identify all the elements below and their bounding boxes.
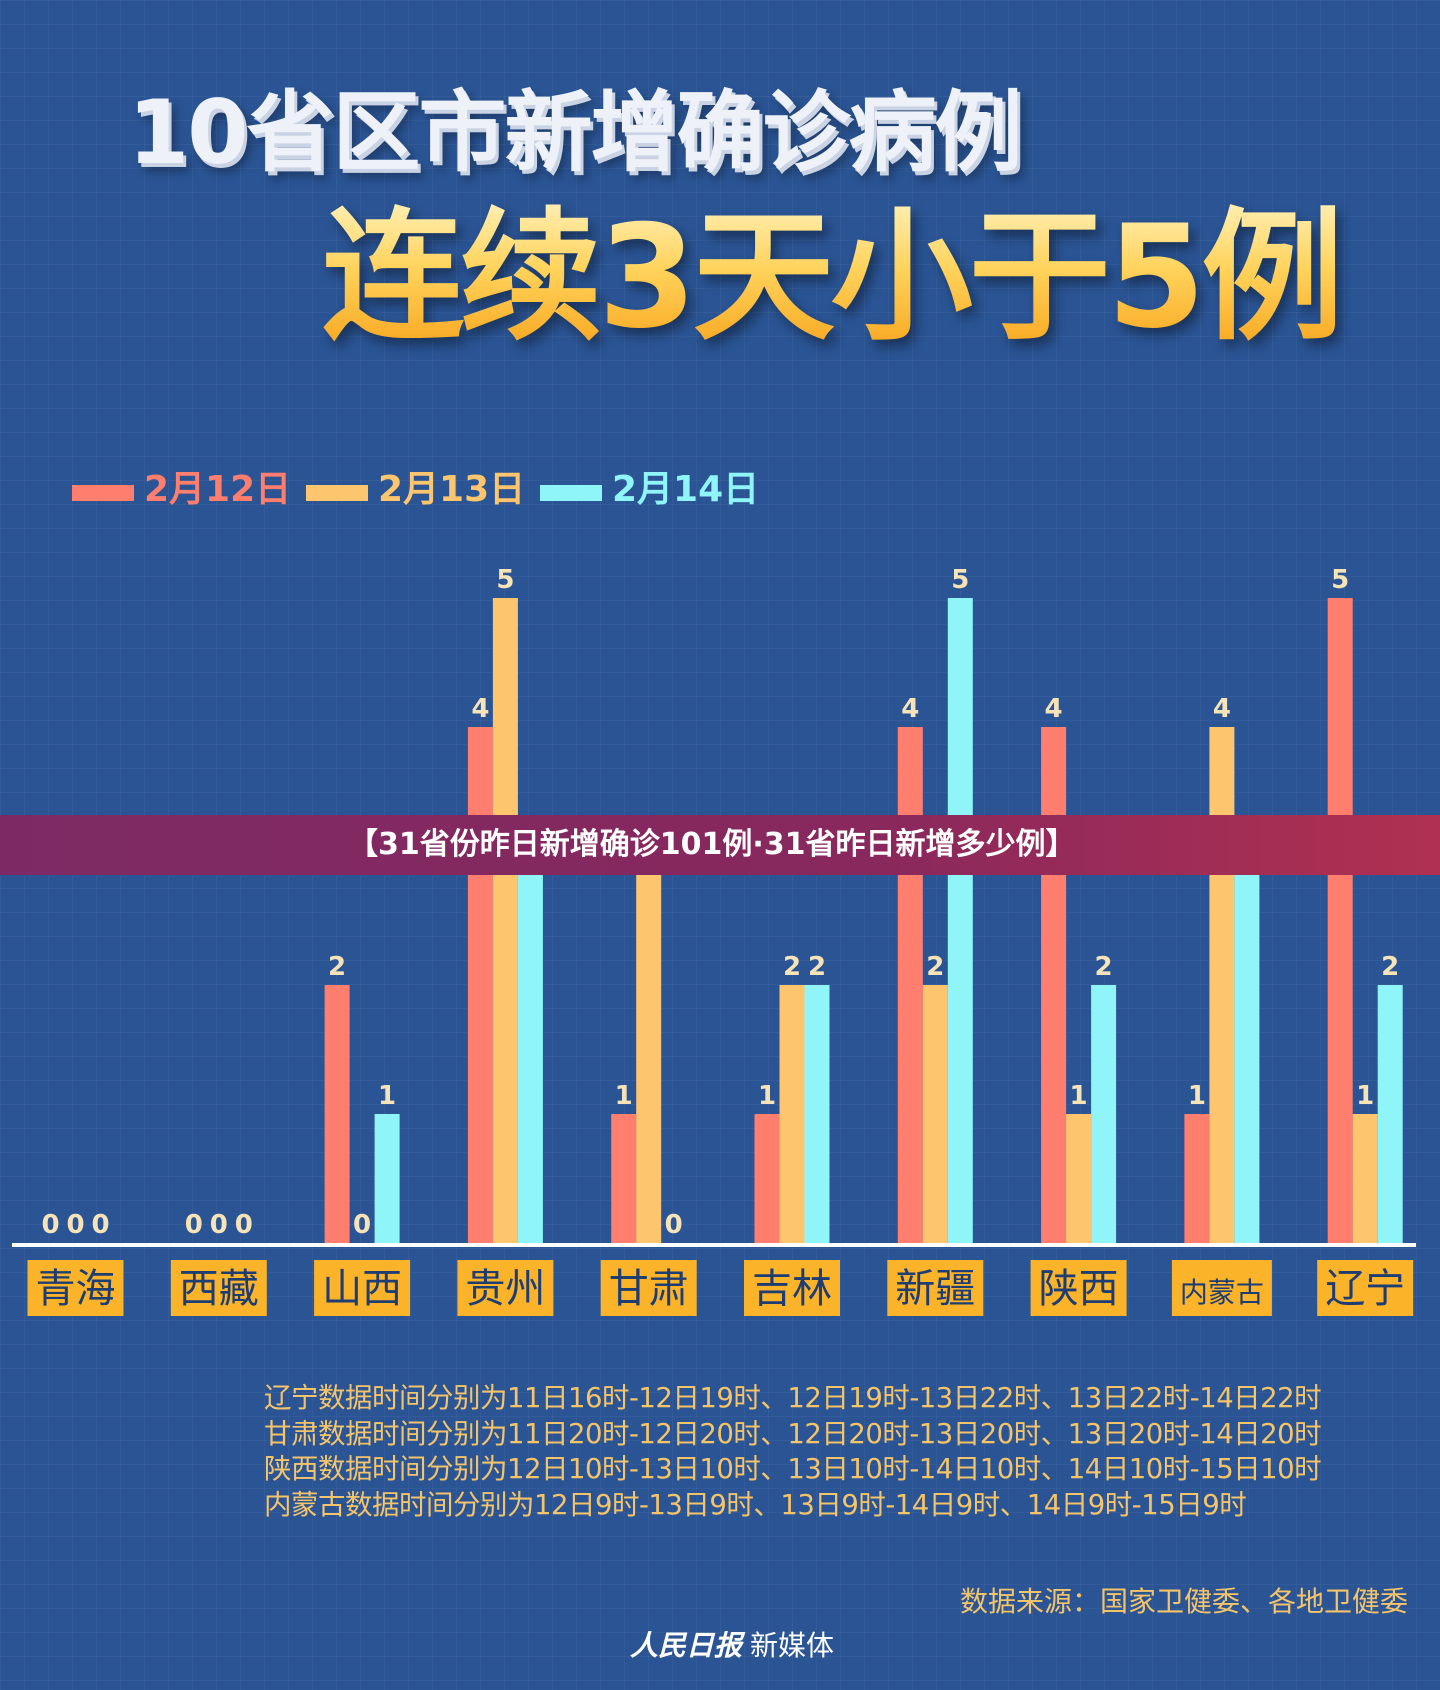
bar-liaoning-feb12: [1327, 598, 1353, 1243]
title-line-2: 连续3天小于5例: [322, 198, 1422, 358]
category-label-neimenggu: 内蒙古: [1180, 1276, 1264, 1309]
bar-xinjiang-feb12: [897, 727, 923, 1243]
value-label-shanxi-feb12: 2: [328, 952, 346, 982]
note-neimenggu: 内蒙古数据时间分别为12日9时-13日9时、13日9时-14日9时、14日9时-…: [264, 1488, 1247, 1521]
category-label-liaoning: 辽宁: [1325, 1266, 1405, 1312]
bar-liaoning-feb14: [1377, 985, 1403, 1243]
bar-guizhou-feb13: [492, 598, 518, 1243]
legend-swatch-feb14: [540, 485, 602, 501]
brand-mark: 人民日报: [630, 1629, 743, 1662]
legend-swatch-feb12: [72, 485, 134, 501]
brand-logo: 人民日报 新媒体: [630, 1626, 834, 1666]
value-label-xinjiang-feb12: 4: [901, 694, 919, 724]
title-line-1: 10省区市新增确诊病例: [128, 81, 1022, 184]
bar-jilin-feb12: [754, 1114, 780, 1243]
bar-shanxi-feb12: [324, 985, 350, 1243]
bar-jilin-feb13: [779, 985, 805, 1243]
category-box-neimenggu: [1171, 1260, 1272, 1316]
category-box-gansu: [600, 1260, 697, 1316]
value-label-shanxi-feb14: 1: [378, 1081, 396, 1111]
category-box-guizhou: [457, 1260, 554, 1316]
bar-neimenggu-feb13: [1209, 727, 1235, 1243]
category-label-qinghai: 青海: [36, 1266, 116, 1312]
note-shaanxi: 陕西数据时间分别为12日10时-13日10时、13日10时-14日10时、14日…: [264, 1453, 1322, 1485]
value-label-xizang-feb14: 0: [235, 1210, 253, 1240]
bar-shanxi-feb14: [374, 1114, 400, 1243]
category-label-shaanxi: 陕西: [1039, 1266, 1119, 1312]
value-label-jilin-feb12: 1: [758, 1081, 776, 1111]
legend-label-feb12: 2月12日: [144, 469, 292, 510]
bar-guizhou-feb14: [517, 856, 543, 1243]
bar-neimenggu-feb14: [1234, 856, 1260, 1243]
value-label-qinghai-feb12: 0: [41, 1210, 59, 1240]
value-label-guizhou-feb13: 5: [496, 565, 514, 595]
category-box-shaanxi: [1030, 1260, 1127, 1316]
bar-jilin-feb14: [804, 985, 830, 1243]
category-label-jilin: 吉林: [752, 1266, 832, 1312]
bar-shaanxi-feb14: [1091, 985, 1117, 1243]
value-label-xinjiang-feb14: 5: [951, 565, 969, 595]
legend-label-feb13: 2月13日: [378, 469, 526, 510]
bar-gansu-feb12: [611, 1114, 637, 1243]
category-box-liaoning: [1317, 1260, 1414, 1316]
caption-band: [0, 815, 1440, 875]
data-time-notes: 辽宁数据时间分别为11日16时-12日19时、12日19时-13日22时、13日…: [264, 1381, 1322, 1523]
value-label-gansu-feb12: 1: [615, 1081, 633, 1111]
x-axis-line: [12, 1243, 1416, 1247]
value-label-qinghai-feb13: 0: [66, 1210, 84, 1240]
bar-gansu-feb13: [636, 856, 662, 1243]
value-label-liaoning-feb12: 5: [1331, 565, 1349, 595]
data-source: 数据来源：国家卫健委、各地卫健委: [959, 1585, 1408, 1618]
brand-text: 新媒体: [750, 1629, 835, 1662]
value-label-neimenggu-feb13: 4: [1213, 694, 1231, 724]
category-box-xizang: [170, 1260, 267, 1316]
value-label-shaanxi-feb14: 2: [1095, 952, 1113, 982]
value-label-xizang-feb12: 0: [185, 1210, 203, 1240]
legend-swatch-feb13: [306, 485, 368, 501]
bar-guizhou-feb12: [467, 727, 493, 1243]
value-label-jilin-feb13: 2: [783, 952, 801, 982]
category-label-shanxi: 山西: [322, 1266, 402, 1312]
bar-shaanxi-feb13: [1066, 1114, 1092, 1243]
value-label-liaoning-feb13: 1: [1356, 1081, 1374, 1111]
value-label-liaoning-feb14: 2: [1381, 952, 1399, 982]
bar-neimenggu-feb12: [1184, 1114, 1210, 1243]
category-box-xinjiang: [887, 1260, 984, 1316]
category-label-xizang: 西藏: [179, 1266, 259, 1312]
caption-text: 【31省份昨日新增确诊101例·31省昨日新增多少例】: [348, 827, 1076, 862]
category-label-xinjiang: 新疆: [895, 1266, 975, 1312]
note-liaoning: 辽宁数据时间分别为11日16时-12日19时、12日19时-13日22时、13日…: [264, 1382, 1322, 1414]
category-box-qinghai: [27, 1260, 124, 1316]
value-label-neimenggu-feb12: 1: [1188, 1081, 1206, 1111]
value-label-gansu-feb14: 0: [665, 1210, 683, 1240]
bar-xinjiang-feb14: [947, 598, 973, 1243]
value-label-guizhou-feb12: 4: [471, 694, 489, 724]
category-label-guizhou: 贵州: [465, 1266, 545, 1312]
value-label-shaanxi-feb13: 1: [1070, 1081, 1088, 1111]
category-box-shanxi: [314, 1260, 411, 1316]
value-label-jilin-feb14: 2: [808, 952, 826, 982]
category-label-gansu: 甘肃: [609, 1266, 689, 1312]
value-label-qinghai-feb14: 0: [91, 1210, 109, 1240]
bar-liaoning-feb13: [1352, 1114, 1378, 1243]
value-label-xinjiang-feb13: 2: [926, 952, 944, 982]
bar-shaanxi-feb12: [1041, 727, 1067, 1243]
value-label-xizang-feb13: 0: [210, 1210, 228, 1240]
note-gansu: 甘肃数据时间分别为11日20时-12日20时、12日20时-13日20时、13日…: [264, 1417, 1322, 1450]
value-label-shaanxi-feb12: 4: [1045, 694, 1063, 724]
value-label-shanxi-feb13: 0: [353, 1210, 371, 1240]
category-box-jilin: [744, 1260, 840, 1316]
bar-chart: 000青海000西藏201山西453贵州130甘肃122吉林425新疆412陕西…: [12, 565, 1416, 1316]
bar-xinjiang-feb13: [922, 985, 948, 1243]
legend-label-feb14: 2月14日: [612, 469, 760, 510]
